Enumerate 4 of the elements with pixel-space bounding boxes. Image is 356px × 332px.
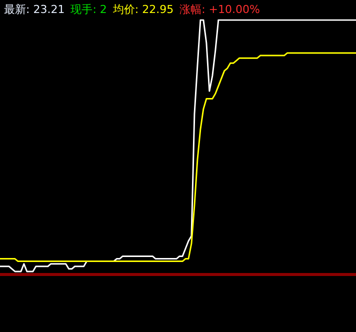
text: 均价: 22.95 xyxy=(112,3,174,16)
text: 最新: 23.21 xyxy=(4,3,65,16)
text: 涨幅: +10.00% xyxy=(180,3,260,16)
text: 现手: 2 xyxy=(70,3,107,16)
